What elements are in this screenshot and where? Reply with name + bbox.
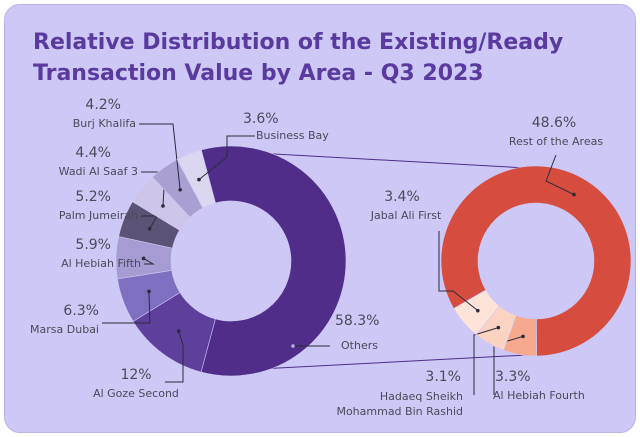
leader-dot — [176, 329, 181, 333]
leader-line — [139, 123, 181, 190]
leader-line — [165, 330, 184, 383]
leader-dot — [197, 177, 201, 182]
category-label: Jabal Ali First — [370, 209, 442, 222]
value-label: 3.4% — [384, 189, 420, 205]
chart-card: Relative Distribution of the Existing/Re… — [4, 4, 636, 433]
category-label: Palm Jumeirah — [58, 209, 138, 222]
donut-slice — [200, 145, 347, 377]
category-label: Marsa Dubai — [30, 323, 99, 336]
leader-line — [102, 291, 151, 324]
leader-dot — [572, 192, 576, 197]
value-label: 3.6% — [243, 111, 279, 127]
leader-dot — [476, 308, 480, 313]
value-label: 4.4% — [75, 145, 111, 161]
value-label: 58.3% — [335, 313, 380, 329]
leader-line — [143, 258, 155, 265]
category-label: Business Bay — [256, 129, 329, 142]
chart-title: Relative Distribution of the Existing/Re… — [33, 30, 564, 86]
category-label: Burj Khalifa — [72, 117, 136, 130]
chart — [102, 123, 632, 395]
value-label: 5.9% — [75, 237, 111, 253]
value-label: 3.3% — [495, 369, 531, 385]
value-label: 4.2% — [85, 97, 121, 113]
leader-line — [198, 135, 255, 180]
leader-line — [473, 327, 499, 395]
category-label: Hadaeq Sheikh Mohammad Bin Rashid — [336, 390, 463, 418]
leader-dot — [147, 226, 152, 231]
value-label: 3.1% — [425, 369, 461, 385]
leader-line — [438, 231, 479, 312]
leader-line — [545, 154, 575, 196]
leader-dot — [141, 256, 146, 261]
category-label: Al Hebiah Fifth — [61, 257, 141, 270]
category-label: Al Goze Second — [93, 387, 179, 400]
value-label: 48.6% — [531, 115, 577, 131]
donut-slice — [176, 149, 216, 209]
donut-slice — [440, 165, 632, 357]
category-label: Wadi Al Saaf 3 — [58, 165, 138, 178]
category-label: Others — [341, 339, 378, 352]
leader-dot — [496, 325, 501, 330]
leader-dot — [147, 289, 151, 294]
category-label: Rest of the Areas — [508, 135, 604, 148]
leader-dot — [521, 334, 525, 339]
leader-dot — [291, 344, 295, 348]
value-label: 12% — [120, 367, 152, 383]
donut-slice — [453, 289, 500, 336]
leader-dot — [161, 204, 165, 208]
category-label: Al Hebiah Fourth — [493, 389, 585, 402]
value-label: 5.2% — [75, 189, 111, 205]
leader-dot — [178, 188, 182, 192]
value-label: 6.3% — [63, 303, 99, 319]
